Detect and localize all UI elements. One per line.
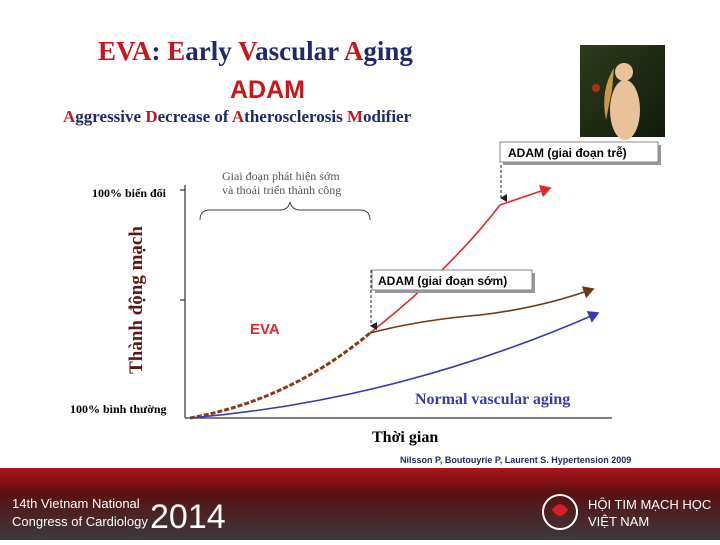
normal-label: Normal vascular aging [415,391,570,408]
footer-band [0,468,720,540]
late-curve [369,185,552,334]
congress-line: 14th Vietnam National [12,496,140,511]
y-axis-label: Thành động mạch [126,226,147,374]
axes [180,185,612,419]
logo-heart [552,504,568,516]
subtitle: Aggressive Decrease of Atherosclerosis M… [63,107,412,126]
y-bottom-label: 100% bình thường [70,402,167,416]
brace-label: Giai đoạn phát hiện sớm [222,169,340,183]
eva-label: EVA [250,321,280,338]
congress-line: Congress of Cardiology [12,514,148,529]
year: 2014 [150,498,226,536]
painting [580,45,665,140]
early-curve [369,286,595,334]
early-box-label: ADAM (giai đoạn sớm) [378,274,507,288]
citation: Nilsson P, Boutouyrie P, Laurent S. Hype… [400,455,631,465]
title: EVA: Early Vascular Aging [98,36,413,66]
brace [199,201,371,221]
brace-label: và thoái triển thành công [222,183,341,197]
eva-curve [189,331,371,420]
early-box [371,269,535,293]
acronym: ADAM [230,76,305,104]
late-box-label: ADAM (giai đoạn trễ) [508,145,627,160]
y-top-label: 100% biến đổi [92,186,167,200]
society-line: VIỆT NAM [588,514,649,529]
late-box [499,141,661,165]
normal-curve [189,311,600,419]
logo [542,494,578,530]
x-axis-label: Thời gian [372,429,438,446]
society-line: HỘI TIM MẠCH HỌC [588,497,711,512]
